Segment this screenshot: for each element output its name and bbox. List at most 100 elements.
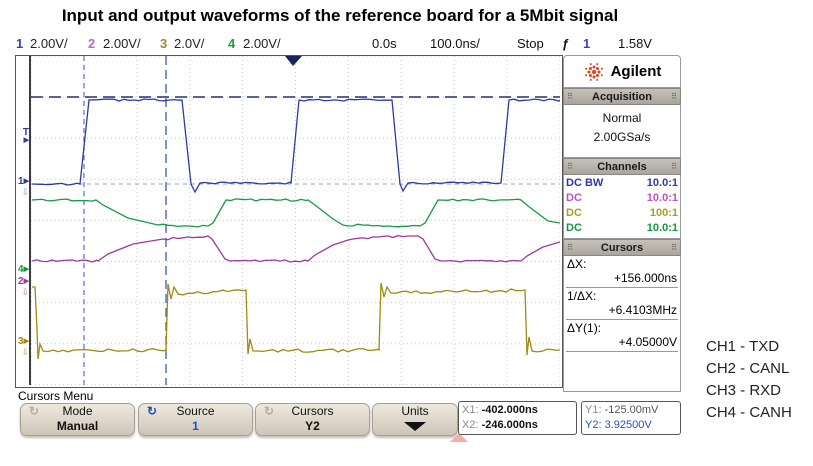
drag-handle-icon[interactable]: ⠿ <box>671 242 677 252</box>
waveform-ch4-canh <box>31 198 560 228</box>
cursors-title: Cursors <box>600 241 644 254</box>
ch4-probe: 10.0:1 <box>646 222 678 234</box>
cursors-button-label: Cursors <box>291 404 334 418</box>
drag-handle-icon[interactable]: ⠿ <box>567 91 573 101</box>
sample-rate: 2.00GSa/s <box>593 130 651 144</box>
dx-label: ΔX: <box>567 257 587 271</box>
ch3-scale[interactable]: 2.0V/ <box>174 36 205 51</box>
offset-down-arrow-icon: ⇩ <box>21 187 29 197</box>
rotary-knob-icon: ↻ <box>29 404 40 418</box>
rotary-knob-icon: ↻ <box>147 404 158 418</box>
trigger-level[interactable]: 1.58V <box>618 36 652 51</box>
legend-ch2: CH2 - CANL <box>706 360 790 377</box>
cursors-body: ΔX: +156.000ns 1/ΔX: +6.4103MHz ΔY(1): +… <box>563 256 681 392</box>
acquisition-state: Stop <box>517 36 544 51</box>
drag-handle-icon[interactable]: ⠿ <box>671 91 677 101</box>
y2-value: 3.92500V <box>604 419 652 431</box>
ch3-coupling: DC <box>566 207 582 219</box>
waveform-ch1-txd <box>31 98 560 194</box>
right-panel: Agilent ⠿ Acquisition ⠿ Normal 2.00GSa/s… <box>563 55 681 392</box>
ch2-coupling: DC <box>566 192 582 204</box>
acquisition-title: Acquisition <box>592 90 652 103</box>
cursor-entry-dx: ΔX: +156.000ns <box>566 256 678 288</box>
ch4-scale[interactable]: 2.00V/ <box>243 36 281 51</box>
ch1-coupling: DC BW <box>566 177 604 189</box>
channel-row-3: DC 100:1 <box>566 206 678 221</box>
page-title: Input and output waveforms of the refere… <box>61 6 619 25</box>
channel-legend: CH1 - TXD CH2 - CANL CH3 - RXD CH4 - CAN… <box>706 336 792 424</box>
channel-marker-t[interactable]: T ▶ <box>22 127 29 145</box>
brand-box: Agilent <box>563 55 681 88</box>
waveform-ch3-rxd <box>32 282 560 360</box>
ch2-number[interactable]: 2 <box>88 36 96 51</box>
cursors-softkey-button[interactable]: ↻ Cursors Y2 <box>255 403 370 436</box>
ch3-probe: 100:1 <box>649 207 678 219</box>
y2-label: Y2: <box>585 419 602 431</box>
ch2-probe: 10.0:1 <box>646 192 678 204</box>
trigger-source[interactable]: 1 <box>583 36 591 51</box>
source-button-value: 1 <box>192 419 199 433</box>
channel-row-2: DC 10.0:1 <box>566 191 678 206</box>
waveform-plot-area <box>29 56 562 385</box>
channel-marker-1[interactable]: 1▶ <box>18 176 29 187</box>
mode-button-value: Manual <box>56 419 99 433</box>
cursor-entry-inv-dx: 1/ΔX: +6.4103MHz <box>566 288 678 320</box>
inv-dx-value: +6.4103MHz <box>608 303 677 317</box>
ch3-number[interactable]: 3 <box>160 36 168 51</box>
menu-title: Cursors Menu <box>18 389 94 403</box>
units-softkey-button[interactable]: Units <box>372 403 458 436</box>
ch1-number[interactable]: 1 <box>16 36 24 51</box>
channel-row-4: DC 10.0:1 <box>566 221 678 236</box>
trigger-position-icon <box>285 56 302 66</box>
drag-handle-icon[interactable]: ⠿ <box>671 161 677 171</box>
channel-marker-4[interactable]: 4▶ <box>18 264 29 275</box>
cursor-entry-dy: ΔY(1): +4.05000V <box>566 320 678 352</box>
ch2-scale[interactable]: 2.00V/ <box>103 36 141 51</box>
ch4-coupling: DC <box>566 222 582 234</box>
channels-body: DC BW 10.0:1 DC 10.0:1 DC 100:1 DC 10.0:… <box>563 175 681 239</box>
channels-header[interactable]: ⠿ Channels ⠿ <box>563 158 681 175</box>
y1-label: Y1: <box>585 404 602 416</box>
cursors-button-value: Y2 <box>305 419 320 433</box>
timebase-readout[interactable]: 100.0ns/ <box>430 36 480 51</box>
ch1-probe: 10.0:1 <box>646 177 678 189</box>
popup-indicator-icon <box>450 433 468 442</box>
dy-label: ΔY(1): <box>567 321 602 335</box>
drag-handle-icon[interactable]: ⠿ <box>567 242 573 252</box>
legend-ch3: CH3 - RXD <box>706 382 782 399</box>
x1-value: -402.000ns <box>481 404 538 416</box>
inv-dx-label: 1/ΔX: <box>567 289 597 303</box>
ch1-scale[interactable]: 2.00V/ <box>30 36 68 51</box>
waveform-svg <box>31 56 560 385</box>
x2-label: X2: <box>462 419 479 431</box>
legend-ch1: CH1 - TXD <box>706 338 780 355</box>
x2-value: -246.000ns <box>481 419 538 431</box>
channels-title: Channels <box>597 160 647 173</box>
drag-handle-icon[interactable]: ⠿ <box>567 161 573 171</box>
y-cursor-readout: Y1: -125.00mV Y2: 3.92500V <box>581 401 681 435</box>
dx-value: +156.000ns <box>613 271 677 285</box>
mode-button-label: Mode <box>62 404 93 418</box>
y1-value: -125.00mV <box>604 404 659 416</box>
x1-label: X1: <box>462 404 479 416</box>
dy-value: +4.05000V <box>618 335 677 349</box>
brand-name: Agilent <box>610 63 662 80</box>
agilent-starburst-icon <box>584 62 603 81</box>
mode-softkey-button[interactable]: ↻ Mode Manual <box>20 403 135 436</box>
acquisition-mode: Normal <box>602 111 642 125</box>
offset-down-arrow-icon: ⇩ <box>21 287 29 297</box>
ch4-number[interactable]: 4 <box>228 36 236 51</box>
status-bar: 1 2.00V/ 2 2.00V/ 3 2.0V/ 4 2.00V/ 0.0s … <box>0 36 813 54</box>
units-button-label: Units <box>401 404 429 418</box>
waveform-ch2-canl <box>31 234 560 263</box>
offset-down-arrow-icon: ⇩ <box>21 347 29 357</box>
cursors-header[interactable]: ⠿ Cursors ⠿ <box>563 239 681 256</box>
channel-marker-2[interactable]: 2▶ <box>18 276 29 287</box>
channel-marker-3[interactable]: 3▶ <box>18 336 29 347</box>
legend-ch4: CH4 - CANH <box>706 404 792 421</box>
source-softkey-button[interactable]: ↻ Source 1 <box>138 403 253 436</box>
acquisition-header[interactable]: ⠿ Acquisition ⠿ <box>563 88 681 105</box>
acquisition-body: Normal 2.00GSa/s <box>563 105 681 158</box>
source-button-label: Source <box>176 404 215 418</box>
scope-display: T ▶ 1▶ ⇩ 4▶ 2▶ ⇩ 3▶ ⇩ <box>15 55 563 388</box>
